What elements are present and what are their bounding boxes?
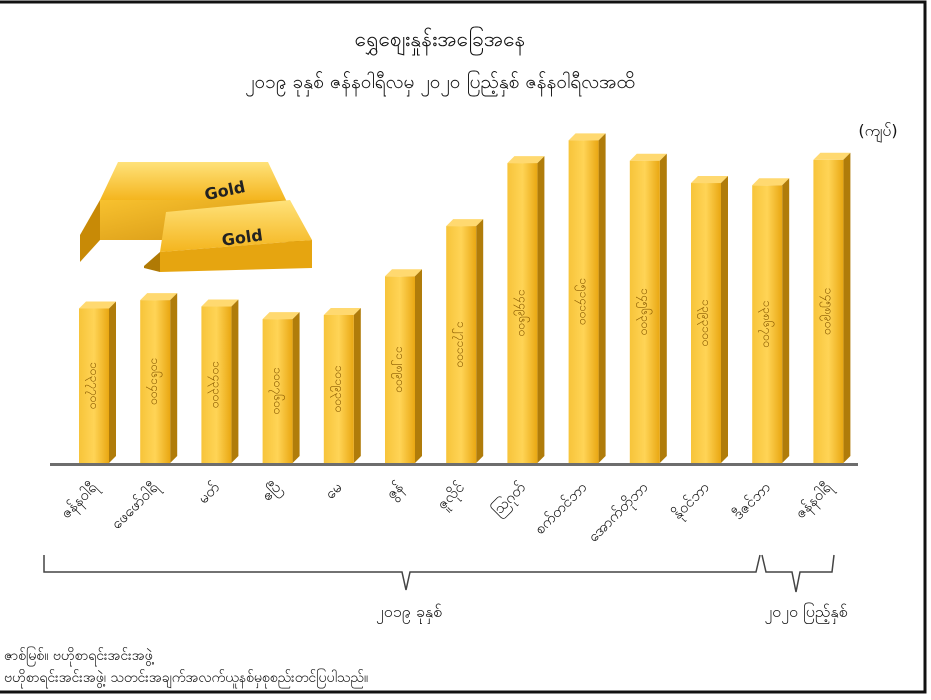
bar-top [201, 299, 239, 307]
bar: ၁၅၁၄၁၀၀ [568, 133, 606, 463]
x-tick-label: ဧပြီ [258, 478, 287, 507]
bar-front [446, 226, 477, 463]
gold-ingots-illustration: Gold Gold [80, 162, 312, 272]
bar-value-label: ၁၀၆၁၄၀၀ [146, 358, 164, 405]
bar-value-label: ၁၃၉၃၁၀၀ [697, 299, 714, 346]
x-tick-label: စက်တင်ဘာ [531, 478, 591, 538]
bar-side [415, 269, 422, 463]
bar-side [659, 153, 667, 463]
bar-top [385, 269, 422, 277]
x-tick-label: ဇွန် [382, 478, 409, 505]
bar: ၁၀၀၇၆၀၀ [262, 312, 300, 463]
bar-value-label: ၁၄၅၆၃၀၀ [635, 288, 653, 335]
bar: ၁၄၅၆၃၀၀ [629, 153, 667, 463]
bar: ၁၀၃၇၇၀၀ [79, 301, 116, 463]
chart-title: ရွှေစျေးနှုန်းအခြေအနေ [355, 25, 526, 56]
bar-value-label: ၁၀၃၇၇၀၀ [85, 362, 102, 409]
bar-side [476, 219, 484, 463]
bar-value-label: ၁၂၇၁၁၀၀ [452, 321, 469, 367]
bar-front [201, 306, 232, 463]
bracket-2019 [43, 554, 761, 591]
bar: ၁၃၉၃၁၀၀ [691, 176, 728, 463]
source-line-1: ဇာစ်မြစ်။ ဗဟိုစာရင်းအင်းအဖွဲ့ [4, 647, 155, 666]
bar-value-label: ၁၄၄၉၆၀၀ [513, 289, 531, 336]
bar-front [813, 159, 844, 464]
bar: ၁၀၄၃၃၀၀ [201, 299, 239, 463]
bar-top [507, 156, 545, 164]
bar-top [140, 293, 178, 301]
bar-side [170, 293, 178, 463]
bar-front [385, 276, 415, 463]
bar-side [109, 301, 116, 463]
x-tick-label: နိုဝင်ဘာ [668, 478, 715, 525]
x-tick-label: ဇူလိုင် [433, 478, 470, 515]
bars-layer: ၁၀၃၇၇၀၀ ၁၀၆၁၄၀၀ ၁၀၄၃၃၀၀ ၁၀၀၇၆၀၀ ၁၀၁၉၃၀၀ ၁၁၂၈၉… [79, 133, 851, 464]
x-tick-label: မေ [321, 478, 346, 503]
x-axis-baseline [50, 463, 858, 466]
bar-top [813, 152, 851, 160]
x-labels-layer: ဇန်နဝါရီ ဖေဖော်ဝါရီ မတ် ဧပြီ မေ ဇွန် ဇူလိုင် ဩဂ… [57, 477, 838, 548]
bar-value-label: ၁၃၈၆၇၀၀ [758, 300, 776, 347]
bar-value-label: ၁၁၂၈၉၀၀ [391, 346, 408, 393]
bar-top [262, 312, 300, 320]
bar-front [691, 183, 721, 463]
bar: ၁၄၄၉၆၀၀ [507, 156, 545, 464]
bar-side [721, 176, 728, 463]
bar-side [598, 133, 606, 463]
bar-side [292, 312, 300, 463]
bar: ၁၃၈၆၇၀၀ [752, 178, 790, 463]
bar-side [782, 178, 790, 463]
x-tick-label: ဇန်နဝါရီ [791, 477, 838, 524]
bar-top [79, 301, 116, 309]
bar-value-label: ၁၀၁၉၃၀၀ [329, 365, 346, 412]
bar-side [231, 299, 239, 463]
group-label-2019: ၂၀၁၉ ခုနှစ် [376, 602, 442, 624]
bar-value-label: ၁၀၄၃၃၀၀ [207, 361, 224, 408]
bar-front [323, 314, 354, 463]
bar: ၁၂၇၁၁၀၀ [446, 219, 484, 463]
chart-subtitle: ၂၀၁၉ ခုနှစ် ဇန်နဝါရီလမှ ၂၀၂၀ ပြည့်နှစ် ဇ… [245, 69, 635, 97]
bar-value-label: ၁၄၅၈၉၀၀ [819, 288, 836, 335]
bar-top [629, 153, 667, 161]
bracket-2020 [761, 554, 835, 593]
bar-side [843, 152, 851, 464]
unit-label: (ကျပ်) [858, 121, 897, 143]
bar-top [691, 176, 728, 184]
bar-front [262, 319, 293, 463]
x-tick-label: ဩဂုတ် [487, 477, 531, 521]
bar-top [752, 178, 790, 186]
bar-top [446, 219, 484, 227]
bar-side [353, 307, 361, 463]
bar-front [507, 163, 538, 464]
bar-front [629, 160, 660, 463]
bar-side [537, 156, 545, 464]
x-tick-label: အောက်တိုဘာ [584, 478, 654, 548]
bar: ၁၁၂၈၉၀၀ [385, 269, 422, 463]
bar-front [140, 300, 171, 463]
x-tick-label: ဇန်နဝါရီ [57, 477, 104, 524]
bar-value-label: ၁၀၀၇၆၀၀ [268, 367, 286, 414]
bar-value-label: ၁၅၁၄၁၀၀ [574, 278, 591, 325]
bar: ၁၀၆၁၄၀၀ [140, 293, 178, 463]
bar-front [568, 140, 599, 463]
bar: ၁၀၁၉၃၀၀ [323, 307, 361, 463]
year-brackets [43, 554, 835, 593]
x-tick-label: ဖေဖော်ဝါရီ [107, 477, 165, 535]
bar-front [752, 185, 783, 463]
x-tick-label: ဒီဇင်ဘာ [729, 478, 774, 523]
bar-top [323, 307, 361, 315]
group-label-2020: ၂၀၂၀ ပြည့်နှစ် [764, 602, 847, 624]
x-tick-label: မတ် [194, 478, 223, 507]
bar-front [79, 308, 109, 463]
bar-top [568, 133, 606, 141]
source-line-2: ဗဟိုစာရင်းအင်းအဖွဲ့၊ သတင်းအချက်အလက်ယူနစ်… [4, 669, 368, 688]
bar: ၁၄၅၈၉၀၀ [813, 152, 851, 464]
